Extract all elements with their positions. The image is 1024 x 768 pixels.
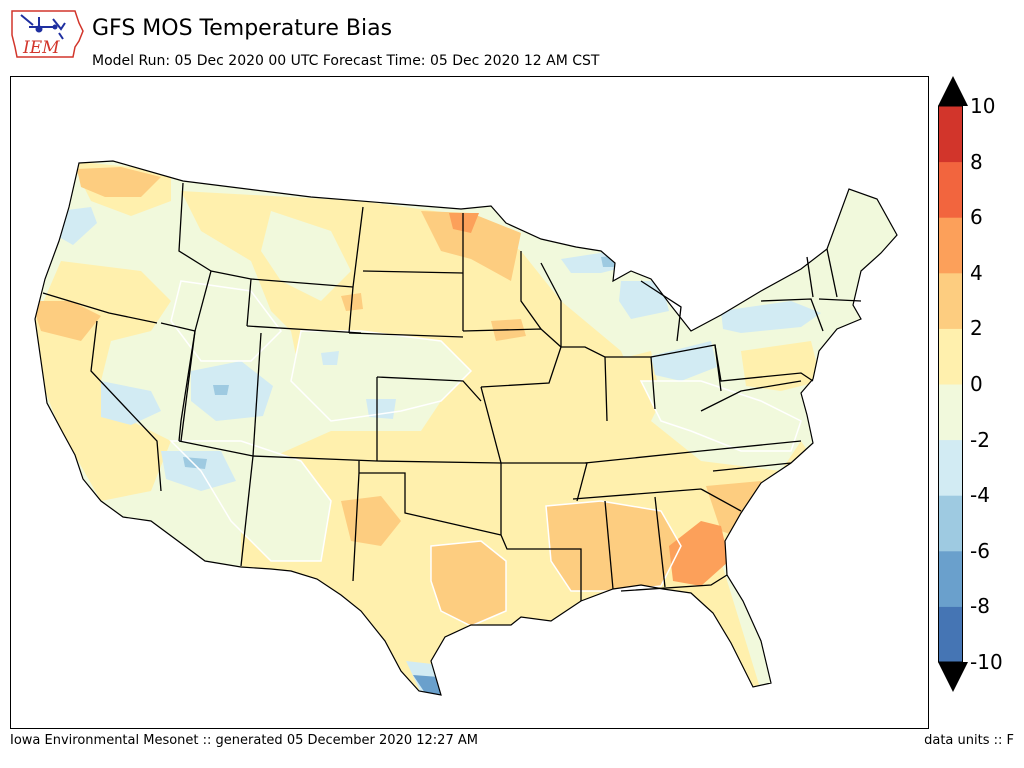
contour-fill-layer: [35, 161, 821, 695]
logo-text: IEM: [22, 38, 60, 58]
iem-logo: IEM: [9, 7, 85, 63]
colorbar-bin: [938, 606, 963, 663]
colorbar-tick-label: 4: [970, 260, 983, 285]
colorbar-tick-label: -4: [970, 483, 990, 508]
footer-units: data units :: F: [924, 733, 1014, 748]
colorbar-tick-label: 10: [970, 94, 996, 118]
page-title: GFS MOS Temperature Bias: [92, 16, 393, 41]
colorbar-tick-label: -8: [970, 594, 990, 619]
colorbar-tick-label: 8: [970, 149, 983, 174]
colorbar-bin: [938, 439, 963, 496]
colorbar-bin: [938, 495, 963, 552]
colorbar-tick-label: -6: [970, 538, 990, 563]
state-boundaries: [42, 182, 862, 601]
footer-attribution: Iowa Environmental Mesonet :: generated …: [10, 733, 478, 748]
colorbar-tick-label: 2: [970, 316, 983, 341]
colorbar-tick-label: 6: [970, 205, 983, 230]
colorbar-tick-label: -2: [970, 427, 990, 452]
colorbar-tick-label: 0: [970, 372, 983, 396]
iowa-outline-icon: IEM: [11, 10, 84, 58]
colorbar: [938, 76, 968, 692]
colorbar-bin: [938, 217, 963, 274]
model-run-subtitle: Model Run: 05 Dec 2020 00 UTC Forecast T…: [92, 53, 600, 69]
colorbar-bin: [938, 328, 963, 385]
colorbar-tick-label: -10: [970, 650, 1003, 674]
colorbar-bin: [938, 550, 963, 607]
colorbar-bin: [938, 384, 963, 441]
colorbar-bin: [938, 106, 963, 163]
colorbar-extend-low: [938, 662, 968, 692]
colorbar-bin: [938, 161, 963, 218]
colorbar-extend-high: [938, 76, 968, 106]
colorbar-bin: [938, 272, 963, 329]
temperature-bias-map: [10, 76, 929, 729]
